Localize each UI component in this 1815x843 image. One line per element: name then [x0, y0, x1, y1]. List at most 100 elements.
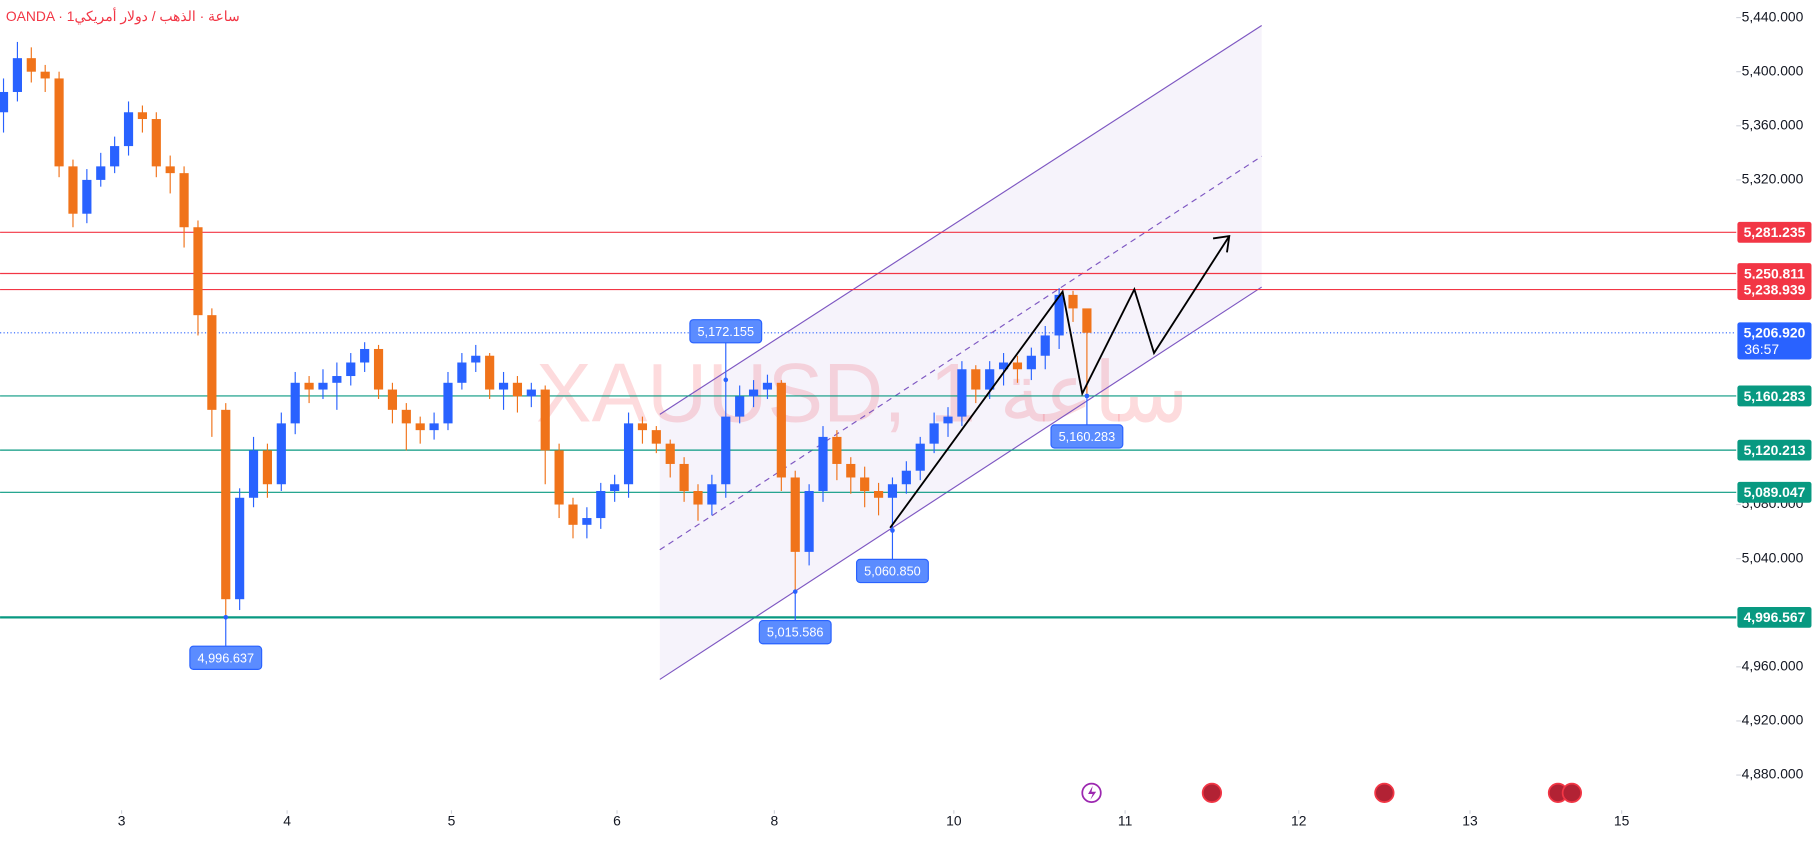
y-tick-label: 5,440.000 [1742, 8, 1804, 24]
candle-body [915, 443, 925, 471]
candle-body [248, 450, 259, 498]
price-level-label: 5,120.213 [1744, 442, 1806, 458]
candle-body [151, 119, 161, 167]
candle-body [748, 389, 759, 397]
x-tick-label: 4 [283, 812, 291, 828]
callout-label: 5,172.155 [697, 324, 754, 339]
candle-body [679, 463, 689, 492]
callout-label: 4,996.637 [197, 650, 254, 665]
callout-box [189, 645, 263, 670]
candle-body [401, 409, 411, 424]
callout-dot [1084, 393, 1090, 399]
candle-body [0, 91, 9, 113]
callout-label: 5,015.586 [767, 625, 824, 640]
candle-body [985, 369, 995, 390]
candle-body [26, 58, 36, 72]
candle-body [943, 416, 953, 424]
callout-box [689, 319, 763, 344]
candle-body [485, 355, 495, 390]
candle-body [637, 423, 648, 431]
candle-body [832, 436, 842, 464]
price-level-label: 5,160.283 [1744, 388, 1806, 404]
callout-label: 5,160.283 [1059, 429, 1116, 444]
candle-body [360, 348, 370, 363]
event-icon[interactable] [1081, 782, 1102, 803]
price-level-label: 4,996.567 [1744, 609, 1806, 625]
x-tick-label: 6 [613, 812, 621, 828]
candle-body [457, 362, 467, 383]
x-tick-label: 5 [448, 812, 456, 828]
candle-body [82, 179, 92, 214]
x-tick-label: 13 [1462, 812, 1478, 828]
countdown: 36:57 [1744, 341, 1779, 357]
projection-path [889, 235, 1231, 529]
price-level-box [1737, 481, 1812, 503]
candle-body [582, 518, 592, 525]
candle-body [235, 497, 245, 600]
x-tick-label: 15 [1614, 812, 1630, 828]
event-icon[interactable] [1561, 782, 1583, 803]
candle-body [651, 430, 661, 444]
candle-body [387, 389, 398, 410]
price-level-box [1737, 606, 1812, 628]
candle-body [735, 396, 745, 417]
candle-body [998, 362, 1009, 370]
candle-body [373, 348, 384, 390]
y-tick-label: 4,920.000 [1742, 712, 1804, 728]
candle-body [1012, 362, 1023, 370]
candle-body [526, 389, 536, 397]
candle-body [207, 315, 217, 410]
candle-body [415, 423, 425, 431]
candle-body [137, 112, 148, 120]
candle-body [623, 423, 634, 485]
callout-dot [223, 614, 229, 620]
candle-body [179, 173, 189, 228]
price-level-label: 5,238.939 [1744, 281, 1806, 297]
candle-body [193, 227, 203, 316]
x-tick-label: 11 [1118, 812, 1133, 828]
candle-body [818, 436, 828, 492]
candle-body [1040, 335, 1050, 356]
candle-body [290, 382, 300, 424]
current-price-box [1737, 322, 1812, 360]
candle-body [262, 450, 273, 485]
price-level-box [1737, 439, 1812, 461]
candle-body [540, 389, 550, 451]
candle-body [804, 491, 814, 552]
price-level-label: 5,281.235 [1744, 224, 1806, 240]
candle-body [498, 382, 509, 390]
candle-body [512, 382, 523, 397]
candle-body [901, 470, 911, 485]
candle-body [596, 491, 606, 519]
candle-body [96, 166, 106, 180]
x-tick-label: 10 [946, 812, 962, 828]
event-icon[interactable] [1374, 782, 1395, 803]
y-tick-label: 5,040.000 [1742, 549, 1804, 565]
candle-body [40, 71, 50, 79]
price-level-label: 5,250.811 [1744, 265, 1805, 281]
x-tick-label: 3 [118, 812, 126, 828]
candle-body [929, 423, 939, 444]
callout-box [855, 558, 929, 584]
candle-body [1054, 294, 1064, 336]
price-level-label: 5,089.047 [1744, 484, 1806, 500]
candle-body [1082, 308, 1092, 333]
candle-body [873, 491, 884, 498]
candle-body [762, 382, 773, 390]
candle-body [554, 450, 564, 505]
x-tick-label: 8 [771, 812, 779, 828]
candle-body [665, 443, 675, 464]
candle-body [1026, 355, 1036, 370]
event-icon[interactable] [1201, 782, 1223, 803]
candle-body [443, 382, 453, 424]
y-tick-label: 5,320.000 [1742, 171, 1804, 187]
candle-body [318, 382, 328, 390]
channel-upper [659, 24, 1262, 415]
callout-box [1050, 424, 1124, 449]
callout-dot [792, 589, 798, 594]
y-tick-label: 4,880.000 [1742, 766, 1804, 782]
candle-body [276, 423, 286, 485]
candle-body [221, 409, 231, 600]
